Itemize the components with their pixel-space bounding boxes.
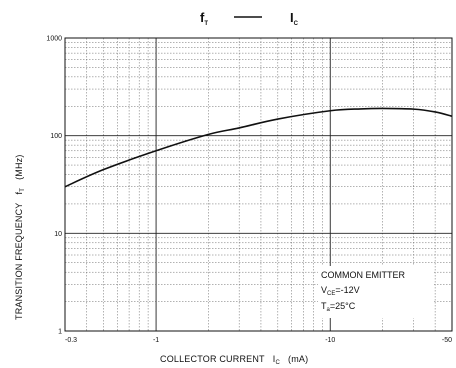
annotation-line2: VCE=-12V (321, 285, 360, 297)
annotation-background (318, 266, 434, 318)
y-tick-labels: 1 10 100 1000 (46, 36, 62, 336)
x-axis-title: COLLECTOR CURRENT IC (mA) (160, 354, 308, 366)
plot-frame (64, 37, 453, 332)
y-tick-label: 10 (54, 231, 62, 238)
x-tick-label: -1 (153, 337, 159, 344)
annotation-line1: COMMON EMITTER (321, 270, 405, 280)
y-tick-label: 1000 (46, 36, 62, 43)
major-gridlines (65, 38, 452, 331)
x-tick-label: -0.3 (65, 337, 77, 344)
x-tick-label: -10 (325, 337, 335, 344)
chart-title-ft: fT (200, 10, 208, 27)
y-tick-label: 100 (50, 133, 62, 140)
annotation-line3: Ta=25°C (321, 301, 356, 313)
x-tick-labels: -0.3 -1 -10 -50 (65, 337, 452, 344)
minor-gridlines (65, 38, 452, 331)
series-line-0 (64, 107, 453, 188)
series-group (64, 107, 453, 188)
y-axis-title: TRANSITION FREQUENCYfT(MHz) (14, 154, 26, 320)
y-tick-label: 1 (58, 329, 62, 336)
x-tick-label: -50 (442, 337, 452, 344)
chart-title-ic: IC (290, 10, 299, 27)
annotation-box: COMMON EMITTER VCE=-12V Ta=25°C (318, 266, 434, 318)
